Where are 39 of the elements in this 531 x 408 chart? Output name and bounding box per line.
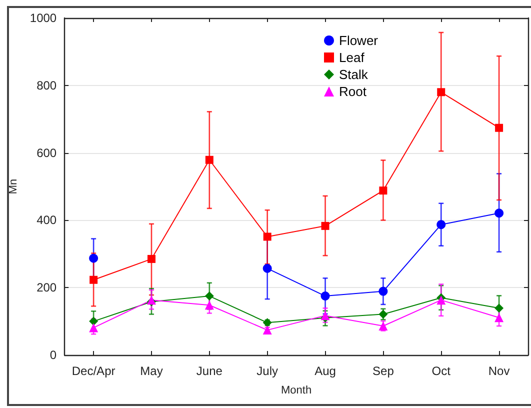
x-tick-label: Nov: [488, 364, 510, 378]
point: [436, 296, 446, 305]
x-tick-label: June: [196, 364, 223, 378]
x-axis-title: Month: [281, 384, 312, 396]
point: [494, 208, 504, 218]
x-tick-label: May: [140, 364, 163, 378]
legend-label: Leaf: [339, 50, 365, 65]
y-tick-label: 0: [50, 348, 57, 362]
y-tick-label: 400: [36, 213, 57, 228]
x-tick-label: July: [256, 364, 278, 378]
y-tick-label: 800: [36, 78, 57, 92]
point: [262, 326, 272, 335]
point: [321, 222, 330, 230]
x-tick-label: Sep: [372, 364, 394, 378]
point: [320, 292, 330, 301]
point: [205, 156, 214, 164]
point: [378, 322, 388, 331]
x-tick-label: Dec/Apr: [72, 364, 116, 378]
point: [263, 232, 272, 241]
x-tick-label: Aug: [314, 364, 336, 378]
point: [437, 88, 446, 96]
point: [495, 124, 504, 132]
point: [379, 186, 388, 195]
legend-label: Root: [339, 84, 367, 99]
y-tick-label: 200: [36, 280, 57, 295]
point: [90, 276, 98, 284]
point: [378, 286, 388, 296]
y-tick-label: 1000: [30, 11, 57, 25]
point: [436, 220, 446, 230]
point: [147, 254, 156, 263]
x-tick-label: Oct: [432, 364, 452, 378]
legend-label: Stalk: [339, 67, 368, 82]
legend-label: Flower: [339, 33, 379, 48]
point: [204, 292, 214, 301]
y-tick-label: 600: [36, 146, 57, 160]
point: [494, 313, 504, 322]
point: [378, 310, 388, 319]
y-axis-title: Mn: [8, 178, 20, 194]
point: [494, 304, 504, 313]
